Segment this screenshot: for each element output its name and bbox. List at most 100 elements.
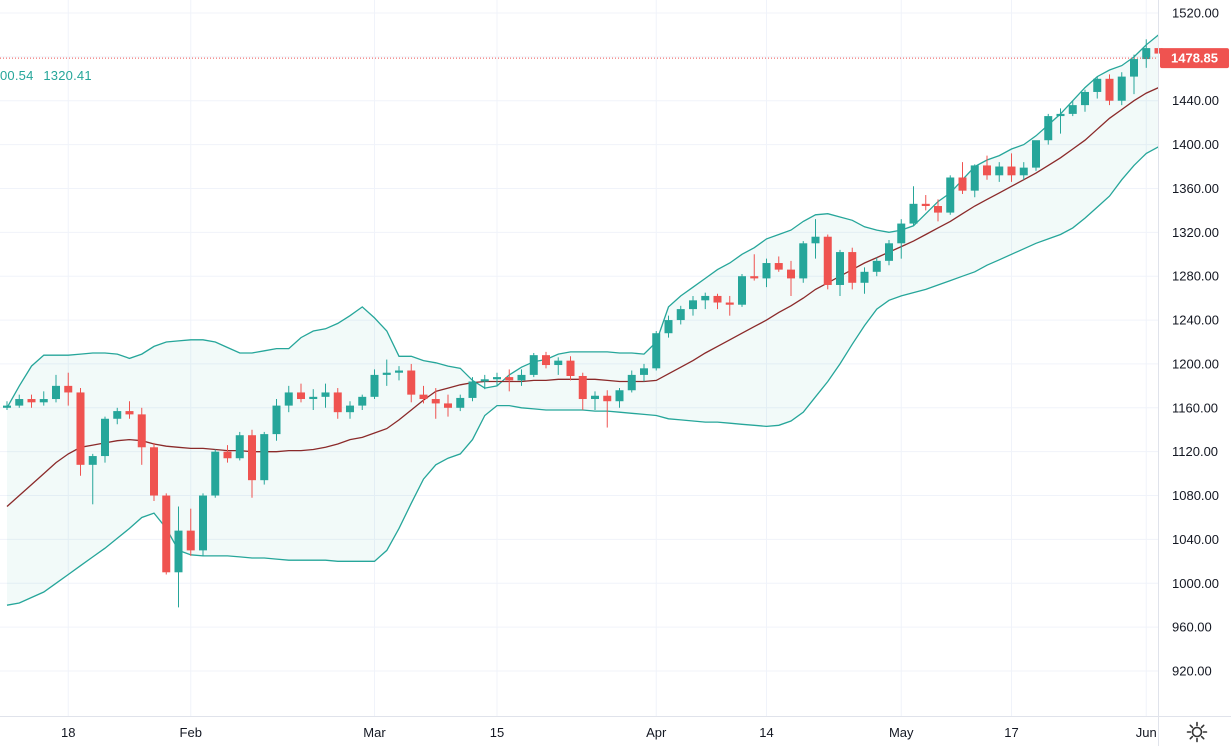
candle[interactable] (1093, 76, 1102, 99)
candle[interactable] (456, 394, 465, 412)
candle[interactable] (787, 260, 795, 296)
candle[interactable] (162, 493, 171, 575)
candle[interactable] (934, 199, 942, 222)
candle[interactable] (211, 449, 220, 498)
candle[interactable] (836, 249, 844, 296)
candle[interactable] (321, 383, 330, 408)
candle[interactable] (76, 388, 85, 476)
candle[interactable] (676, 305, 685, 325)
candle[interactable] (1019, 162, 1028, 180)
candle[interactable] (627, 370, 636, 393)
candle[interactable] (1105, 74, 1114, 106)
candle[interactable] (333, 388, 342, 419)
candle[interactable] (505, 369, 514, 392)
candle[interactable] (150, 442, 158, 502)
candle[interactable] (995, 162, 1004, 182)
candle[interactable] (958, 162, 967, 194)
candle[interactable] (664, 315, 673, 338)
candle[interactable] (223, 445, 232, 463)
candle[interactable] (774, 256, 783, 272)
candle[interactable] (762, 258, 771, 288)
candle[interactable] (468, 377, 477, 402)
candle[interactable] (174, 506, 183, 608)
candle[interactable] (186, 508, 195, 556)
candle[interactable] (480, 374, 489, 390)
candle-body (431, 399, 440, 404)
candle[interactable] (725, 295, 734, 316)
candle[interactable] (1032, 140, 1040, 171)
candle[interactable] (88, 453, 97, 505)
candle[interactable] (431, 388, 440, 419)
candles[interactable] (3, 39, 1163, 608)
candle[interactable] (603, 390, 612, 428)
candle[interactable] (1068, 100, 1077, 117)
candle[interactable] (921, 195, 930, 211)
candle[interactable] (15, 394, 24, 408)
candle[interactable] (3, 401, 11, 410)
candle[interactable] (909, 186, 918, 226)
candle[interactable] (1117, 72, 1126, 106)
candle[interactable] (542, 351, 550, 369)
candle[interactable] (529, 352, 538, 378)
candle[interactable] (27, 394, 36, 408)
candle[interactable] (272, 399, 281, 441)
candle[interactable] (235, 431, 244, 461)
candle[interactable] (309, 389, 318, 410)
candle[interactable] (823, 234, 832, 290)
candle[interactable] (591, 391, 599, 410)
candle[interactable] (358, 394, 367, 410)
candle[interactable] (493, 372, 501, 386)
candle[interactable] (370, 369, 379, 400)
candle[interactable] (1056, 108, 1065, 134)
candle[interactable] (848, 247, 857, 290)
candle[interactable] (113, 407, 122, 425)
candle[interactable] (1007, 153, 1016, 182)
candle[interactable] (701, 292, 710, 310)
candle[interactable] (407, 363, 416, 403)
candle[interactable] (1130, 54, 1138, 95)
candle[interactable] (615, 388, 624, 408)
candle[interactable] (1142, 39, 1151, 68)
candle[interactable] (811, 219, 820, 259)
candle[interactable] (395, 366, 403, 381)
candle[interactable] (578, 372, 587, 410)
candle[interactable] (946, 175, 955, 215)
candle[interactable] (652, 331, 661, 371)
legend-value-lower: 1320.41 (43, 68, 92, 83)
candle[interactable] (689, 295, 697, 316)
candle[interactable] (39, 391, 48, 406)
candle[interactable] (444, 394, 452, 417)
candle[interactable] (713, 293, 722, 310)
candle[interactable] (64, 372, 73, 406)
settings-gear-icon[interactable] (1186, 721, 1208, 743)
candle[interactable] (983, 155, 991, 180)
candle[interactable] (738, 274, 746, 307)
candle[interactable] (640, 363, 648, 382)
candle[interactable] (260, 431, 269, 485)
candle[interactable] (297, 383, 305, 403)
candle[interactable] (137, 407, 146, 465)
candle[interactable] (125, 401, 134, 419)
candle[interactable] (284, 385, 293, 413)
candle[interactable] (382, 359, 391, 386)
candle[interactable] (248, 429, 256, 498)
candle[interactable] (199, 493, 207, 556)
candle[interactable] (872, 257, 881, 277)
candle[interactable] (897, 219, 906, 259)
candle[interactable] (566, 356, 575, 381)
candle[interactable] (52, 374, 60, 403)
candle[interactable] (799, 241, 808, 283)
candle[interactable] (750, 254, 759, 281)
candle[interactable] (1044, 113, 1053, 145)
candle[interactable] (970, 164, 979, 198)
candle[interactable] (1081, 89, 1089, 112)
candle[interactable] (885, 240, 893, 266)
candle[interactable] (554, 357, 563, 375)
candle[interactable] (860, 267, 869, 294)
candle[interactable] (419, 385, 428, 404)
candle[interactable] (517, 369, 526, 386)
candle[interactable] (101, 416, 109, 463)
candle[interactable] (346, 401, 354, 419)
y-tick-label: 1200.00 (1172, 356, 1219, 371)
